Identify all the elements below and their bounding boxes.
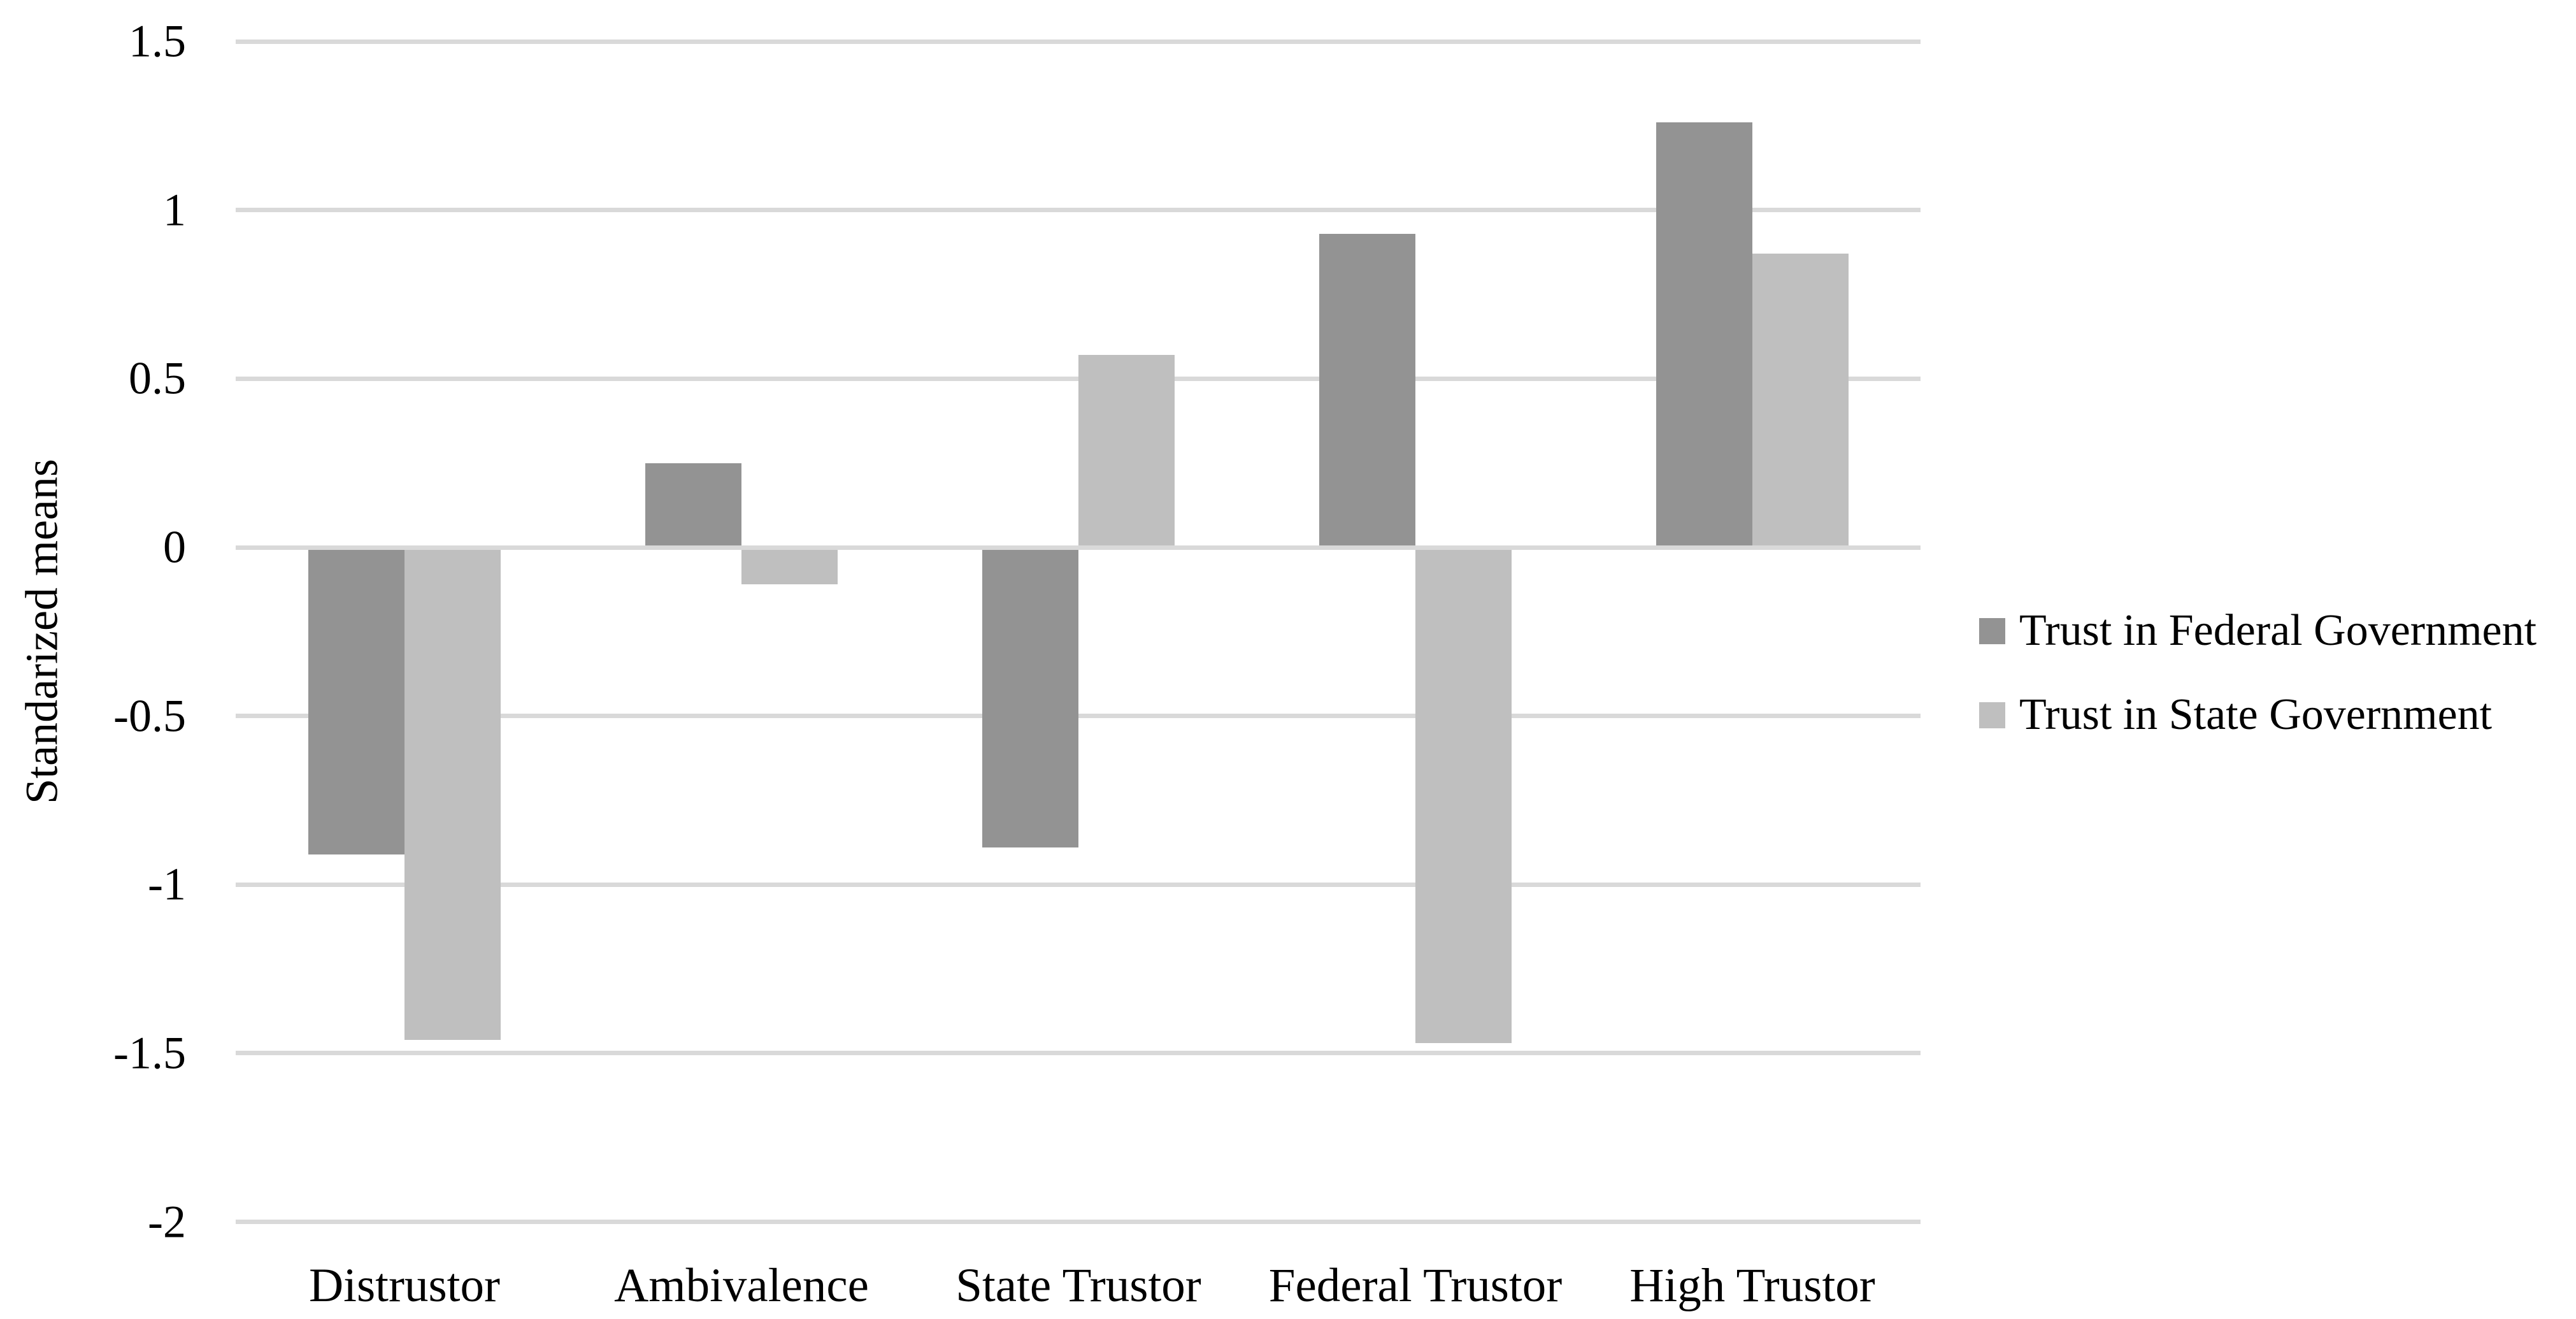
bar-federal-trustor-state [1415, 550, 1512, 1043]
y-tick-label--1.5: -1.5 [113, 1027, 186, 1079]
y-tick-label--2: -2 [148, 1196, 186, 1248]
y-tick-label-1: 1 [163, 184, 186, 236]
gridline-0 [236, 545, 1921, 550]
legend-entry-federal: Trust in Federal Government [1979, 609, 2537, 653]
gridline-1.5 [236, 40, 1921, 44]
bar-federal-trustor-federal [1319, 234, 1415, 545]
category-label-high-trustor: High Trustor [1629, 1259, 1875, 1312]
legend-swatch-state [1979, 702, 2005, 728]
y-tick-label--1: -1 [148, 858, 186, 910]
gridline--1.5 [236, 1051, 1921, 1055]
legend-label-federal: Trust in Federal Government [2019, 606, 2537, 655]
y-tick-label-1.5: 1.5 [129, 15, 186, 67]
y-tick-label-0.5: 0.5 [129, 352, 186, 404]
gridline-0.5 [236, 377, 1921, 381]
legend-swatch-federal [1979, 617, 2005, 644]
category-label-ambivalence: Ambivalence [614, 1259, 869, 1312]
gridline-1 [236, 208, 1921, 212]
category-label-federal-trustor: Federal Trustor [1268, 1259, 1563, 1312]
bar-state-trustor-federal [982, 550, 1078, 847]
y-axis-title: Standarized means [16, 459, 68, 804]
bar-high-trustor-state [1752, 254, 1849, 545]
gridline--1 [236, 883, 1921, 887]
y-tick-label-0: 0 [163, 521, 186, 573]
y-tick-label--0.5: -0.5 [113, 690, 186, 742]
legend-label-state: Trust in State Government [2019, 690, 2493, 739]
bar-ambivalence-state [741, 550, 838, 584]
bar-state-trustor-state [1078, 355, 1175, 545]
bar-high-trustor-federal [1656, 122, 1752, 545]
category-label-distrustor: Distrustor [309, 1259, 500, 1312]
bar-distrustor-federal [308, 550, 404, 854]
bar-ambivalence-federal [645, 463, 741, 545]
category-label-state-trustor: State Trustor [955, 1259, 1201, 1312]
legend-entry-state: Trust in State Government [1979, 693, 2492, 737]
gridline--2 [236, 1220, 1921, 1224]
bar-distrustor-state [404, 550, 501, 1040]
